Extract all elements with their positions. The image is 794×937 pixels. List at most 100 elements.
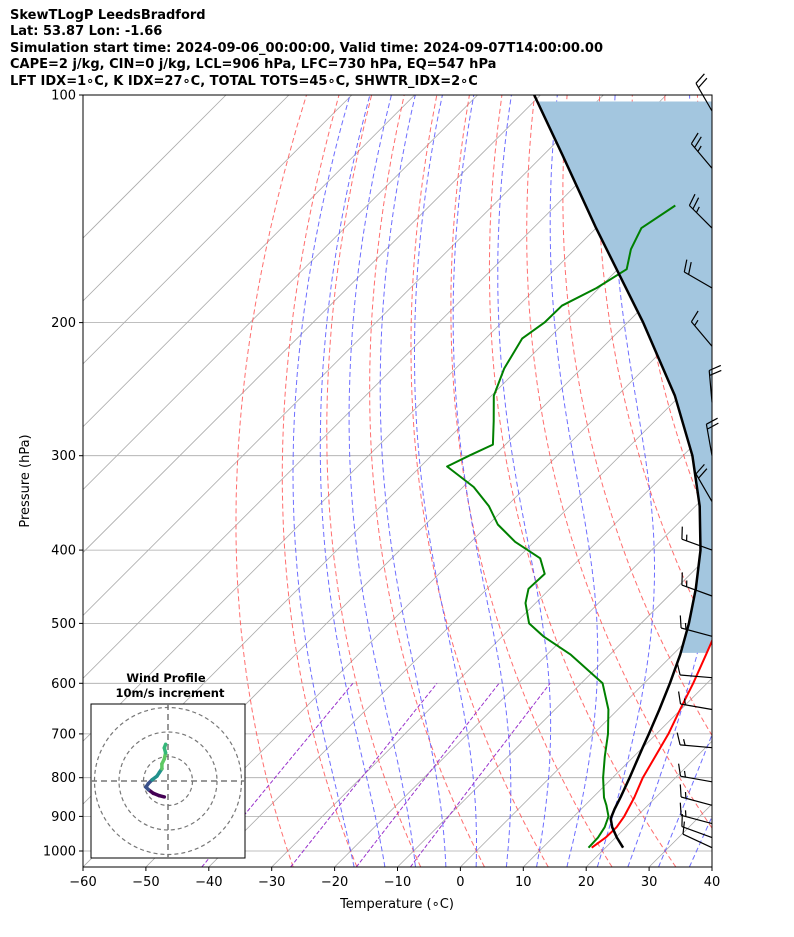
- isotherm-line: [83, 95, 415, 428]
- isotherm-line: [208, 363, 712, 867]
- wind-barb: [690, 132, 713, 169]
- dry-adiabat-line: [235, 95, 307, 867]
- wind-barb: [682, 821, 713, 849]
- wind-barb: [708, 364, 722, 403]
- x-tick-label: −10: [384, 875, 411, 890]
- x-axis-title: Temperature (∘C): [339, 897, 454, 912]
- wind-barb: [681, 572, 713, 597]
- wind-barb: [676, 662, 713, 679]
- wind-barb: [679, 802, 713, 825]
- isotherm-line: [711, 866, 712, 867]
- chart-title: SkewTLogP LeedsBradford: [10, 8, 206, 23]
- y-axis-title: Pressure (hPa): [18, 434, 33, 527]
- hodograph-segment: [162, 742, 168, 750]
- moist-adiabat-line: [379, 95, 447, 867]
- location-text: Lat: 53.87 Lon: -1.66: [10, 24, 163, 40]
- dewpoint-line: [446, 204, 676, 849]
- moist-adiabat-line: [549, 95, 599, 867]
- isotherm-line: [83, 95, 227, 239]
- mixing-ratio-line: [290, 682, 438, 867]
- isotherm-line: [397, 551, 712, 867]
- y-tick-label: 300: [51, 449, 76, 464]
- x-tick-label: −40: [195, 875, 222, 890]
- wind-barb: [679, 784, 713, 806]
- cape-stats-text: CAPE=2 j/kg, CIN=0 j/kg, LCL=906 hPa, LF…: [10, 57, 497, 73]
- wind-barb: [695, 464, 713, 502]
- dry-adiabat-line: [526, 95, 712, 829]
- isotherm-line: [83, 95, 604, 616]
- profile-lines: [446, 95, 712, 849]
- cape-area: [537, 101, 712, 653]
- wind-barb: [679, 615, 713, 637]
- wind-barb: [681, 526, 713, 551]
- isotherm-line: [271, 426, 712, 867]
- wind-barb: [688, 193, 713, 229]
- wind-barb: [705, 417, 719, 456]
- x-tick-label: −50: [132, 875, 159, 890]
- x-tick-label: −60: [69, 875, 96, 890]
- isotherm-line: [83, 95, 353, 365]
- hodograph-inset: Wind Profile 10m/s increment: [90, 671, 246, 859]
- isotherm-line: [334, 489, 712, 867]
- y-tick-label: 900: [51, 810, 76, 825]
- dry-adiabat-line: [369, 95, 485, 867]
- x-tick-label: −20: [321, 875, 348, 890]
- mixing-ratio-line: [409, 682, 551, 867]
- wind-barbs: [676, 73, 722, 849]
- moist-adiabat-line: [627, 95, 712, 867]
- cape-area-layer: [537, 101, 712, 653]
- y-tick-label: 100: [51, 89, 76, 104]
- time-text: Simulation start time: 2024-09-06_00:00:…: [10, 40, 603, 56]
- y-tick-label: 200: [51, 316, 76, 331]
- moist-adiabat-line: [414, 95, 477, 867]
- wind-barb: [681, 813, 713, 839]
- y-tick-label: 700: [51, 727, 76, 742]
- dry-adiabat-line: [763, 95, 794, 867]
- wind-barb: [678, 763, 713, 783]
- y-tick-label: 400: [51, 544, 76, 559]
- x-tick-label: 30: [641, 875, 658, 890]
- wind-barb: [690, 310, 713, 347]
- x-tick-label: 40: [704, 875, 721, 890]
- wind-barb: [695, 73, 713, 112]
- isotherm-line: [145, 300, 712, 867]
- wind-barb: [676, 732, 713, 749]
- index-stats-text: LFT IDX=1∘C, K IDX=27∘C, TOTAL TOTS=45∘C…: [10, 73, 478, 89]
- dry-adiabat-line: [281, 95, 358, 867]
- temperature-line: [591, 638, 712, 849]
- x-tick-label: 0: [456, 875, 464, 890]
- isotherm-line: [83, 95, 290, 302]
- moist-adiabat-line: [319, 95, 386, 867]
- x-tick-label: 10: [515, 875, 532, 890]
- isotherm-line: [523, 677, 712, 867]
- moist-adiabat-line: [720, 95, 794, 867]
- isotherm-line: [460, 614, 712, 867]
- dry-adiabat-line: [410, 95, 549, 867]
- hodograph-title: Wind Profile: [126, 671, 206, 685]
- isotherm-line: [83, 95, 667, 679]
- x-tick-label: 20: [578, 875, 595, 890]
- isotherm-line: [83, 95, 541, 554]
- y-tick-label: 600: [51, 677, 76, 692]
- chart-header: SkewTLogP LeedsBradford Lat: 53.87 Lon: …: [10, 8, 603, 90]
- hodograph-subtitle: 10m/s increment: [116, 686, 225, 700]
- y-tick-label: 1000: [43, 845, 76, 860]
- moist-adiabat-line: [348, 95, 416, 867]
- wind-barb: [678, 691, 713, 711]
- y-tick-label: 800: [51, 771, 76, 786]
- y-tick-label: 500: [51, 617, 76, 632]
- mixing-ratio-line: [355, 682, 500, 867]
- isotherm-line: [83, 95, 478, 491]
- moist-adiabat-line: [497, 95, 552, 867]
- dry-adiabat-line: [597, 95, 712, 639]
- moist-adiabat-line: [292, 95, 355, 867]
- dry-adiabat-line: [488, 95, 677, 867]
- dry-adiabat-line: [450, 95, 613, 867]
- parcel-path-line: [533, 95, 702, 849]
- x-tick-label: −30: [258, 875, 285, 890]
- wind-barb: [683, 259, 713, 289]
- dry-adiabat-line: [730, 95, 794, 867]
- moist-adiabat-line: [452, 95, 512, 867]
